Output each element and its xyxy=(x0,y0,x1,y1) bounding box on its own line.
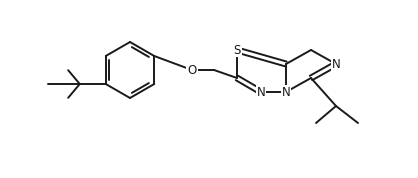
Text: O: O xyxy=(187,64,196,77)
Text: N: N xyxy=(282,85,291,98)
Text: N: N xyxy=(331,57,340,70)
Text: N: N xyxy=(257,85,265,98)
Text: S: S xyxy=(233,43,241,56)
